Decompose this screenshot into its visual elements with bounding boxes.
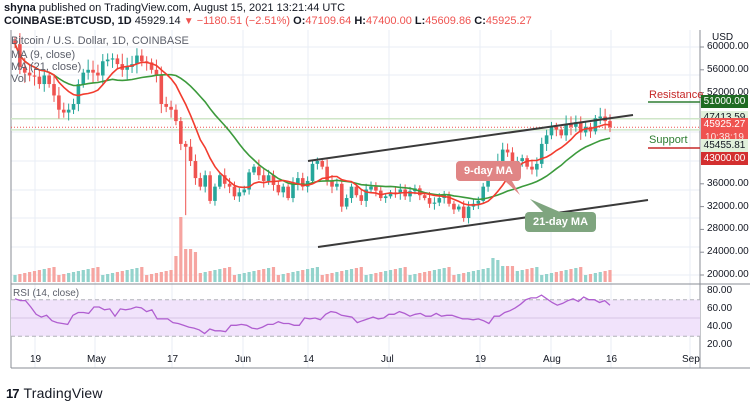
time-tick: Sep: [682, 354, 700, 365]
down-arrow-icon: ▼: [183, 16, 194, 27]
symbol-label: COINBASE:BTCUSD, 1D: [4, 15, 132, 27]
upper-trendline: [307, 114, 634, 162]
ma21-line: [14, 43, 611, 201]
currency-label: USD: [712, 32, 734, 43]
legend-ma21[interactable]: MA (21, close): [11, 61, 82, 73]
price-tick: 60000.00: [707, 41, 749, 52]
price-tag: 45455.81: [701, 139, 748, 152]
price-tick: 20000.00: [707, 269, 749, 280]
time-tick: May: [87, 354, 106, 365]
rsi-tick: 20.00: [707, 339, 733, 351]
price-change: −1180.51 (−2.51%): [196, 15, 291, 27]
tradingview-logo-text: TradingView: [23, 385, 103, 401]
publish-text: published on TradingView.com, August 15,…: [38, 2, 346, 14]
publish-info: shyna published on TradingView.com, Augu…: [4, 2, 345, 14]
open-value: 47109.64: [305, 15, 352, 27]
time-tick: 19: [30, 354, 42, 365]
last-price: 45929.14: [134, 15, 181, 27]
time-tick: 14: [303, 354, 315, 365]
ma9-annotation: 9-day MA: [456, 161, 521, 181]
high-label: H:: [354, 15, 366, 27]
symbol-info-bar: COINBASE:BTCUSD, 1D 45929.14 ▼ −1180.51 …: [4, 15, 532, 27]
rsi-tick: 60.00: [707, 302, 733, 314]
price-tick: 52000.00: [707, 86, 749, 98]
tradingview-logo-icon: 17: [6, 385, 20, 401]
time-tick: 17: [167, 354, 179, 365]
high-value: 47400.00: [365, 15, 412, 27]
time-tick: 19: [475, 354, 487, 365]
rsi-line: [14, 294, 611, 335]
price-tick: 32000.00: [707, 200, 749, 212]
time-tick: 16: [606, 354, 618, 365]
price-tick: 36000.00: [707, 177, 749, 189]
open-label: O:: [293, 15, 306, 27]
time-tick: Jul: [381, 354, 394, 365]
volume-bars: [13, 217, 612, 282]
legend-vol[interactable]: Vol: [11, 73, 27, 85]
low-label: L:: [414, 15, 426, 27]
lower-trendline: [317, 199, 649, 248]
resistance-label: Resistance: [649, 89, 704, 101]
price-tick: 56000.00: [707, 63, 749, 75]
legend-rsi[interactable]: RSI (14, close): [13, 288, 80, 299]
price-tick: 28000.00: [707, 223, 749, 235]
ma21-annotation: 21-day MA: [525, 212, 597, 232]
time-tick: Aug: [543, 354, 561, 365]
legend-ma9[interactable]: MA (9, close): [11, 49, 76, 61]
time-tick: Jun: [235, 354, 252, 365]
price-tag: 43000.00: [701, 152, 748, 165]
candlesticks: [13, 33, 612, 224]
support-label: Support: [649, 134, 688, 146]
rsi-tick: 80.00: [707, 284, 733, 296]
publisher-name: shyna: [4, 2, 36, 14]
price-tick: 24000.00: [707, 246, 749, 258]
tradingview-logo[interactable]: 17 TradingView: [6, 385, 103, 401]
close-value: 45925.27: [485, 15, 532, 27]
rsi-tick: 40.00: [707, 321, 733, 333]
low-value: 45609.86: [425, 15, 472, 27]
legend-title: Bitcoin / U.S. Dollar, 1D, COINBASE: [11, 35, 189, 47]
close-label: C:: [474, 15, 486, 27]
price-tag: 51000.00: [701, 95, 748, 108]
